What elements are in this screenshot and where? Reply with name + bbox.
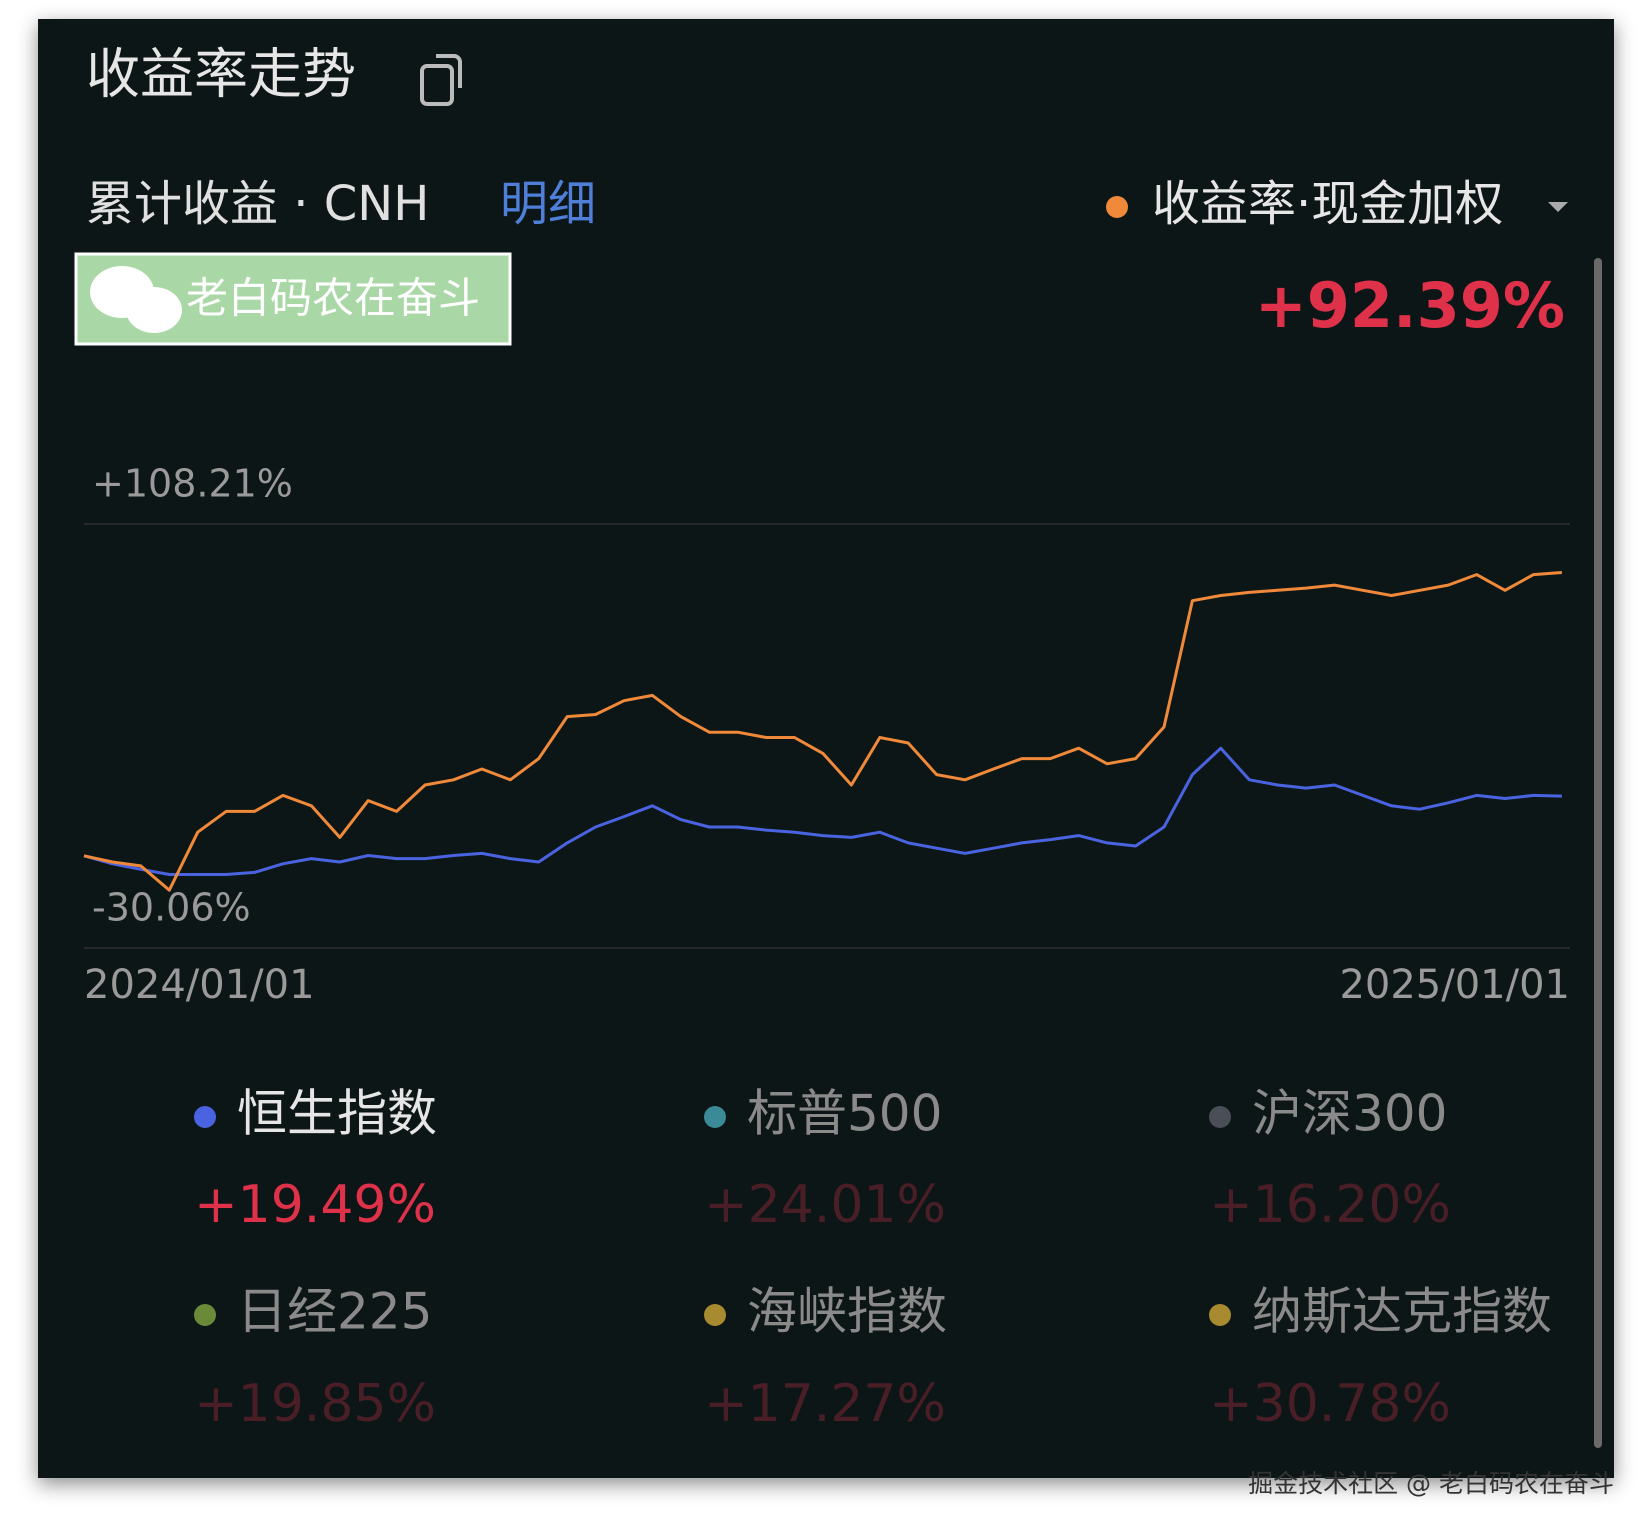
benchmark-name[interactable]: 沪深300 — [1252, 1085, 1447, 1143]
subtitle: 累计收益 · CNH — [86, 176, 429, 232]
benchmark-name[interactable]: 恒生指数 — [237, 1085, 437, 1143]
benchmark-dot — [1209, 1106, 1231, 1128]
benchmark-value: +30.78% — [1209, 1374, 1451, 1434]
benchmark-dot — [1209, 1304, 1231, 1326]
card — [38, 19, 1614, 1478]
benchmark-name[interactable]: 纳斯达克指数 — [1252, 1283, 1552, 1341]
series-line — [83, 746, 1562, 876]
benchmark-dot — [194, 1106, 216, 1128]
benchmark-dot — [194, 1304, 216, 1326]
detail-link[interactable]: 明细 — [500, 176, 596, 232]
benchmark-value: +19.85% — [194, 1374, 436, 1434]
benchmark-name[interactable]: 日经225 — [237, 1283, 432, 1341]
watermark: 掘金技术社区 @ 老白码农在奋斗 — [1248, 1469, 1614, 1498]
benchmark-value: +17.27% — [704, 1374, 946, 1434]
benchmark-name[interactable]: 海峡指数 — [747, 1283, 947, 1341]
copy-icon[interactable] — [420, 54, 462, 106]
benchmark-dot — [704, 1304, 726, 1326]
wechat-icon — [90, 266, 182, 333]
badge-text: 老白码农在奋斗 — [186, 274, 480, 323]
benchmark-value: +16.20% — [1209, 1175, 1451, 1235]
legend-dot — [1106, 196, 1128, 218]
scrollbar[interactable] — [1594, 258, 1602, 1448]
series-line — [83, 571, 1563, 892]
benchmark-dot — [704, 1106, 726, 1128]
total-return: +92.39% — [1255, 269, 1565, 342]
y-tick-label: +108.21% — [92, 462, 293, 506]
benchmark-value: +24.01% — [704, 1175, 946, 1235]
legend-label[interactable]: 收益率·现金加权 — [1152, 176, 1503, 232]
benchmark-value: +19.49% — [194, 1175, 436, 1235]
title: 收益率走势 — [86, 43, 356, 106]
x-tick-label: 2024/01/01 — [84, 962, 315, 1008]
x-tick-label: 2025/01/01 — [1339, 962, 1570, 1008]
dropdown-arrow[interactable] — [1548, 202, 1568, 212]
y-tick-label: -30.06% — [92, 886, 251, 930]
benchmark-name[interactable]: 标普500 — [747, 1085, 942, 1143]
